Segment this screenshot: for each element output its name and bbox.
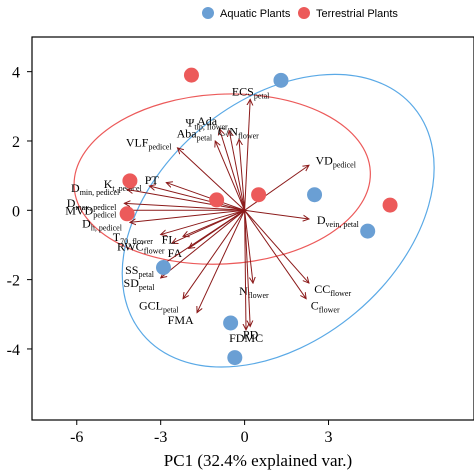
loading-arrow (229, 131, 246, 211)
vector-label: Dh, pedicel (82, 216, 123, 232)
ellipse-aquatic (121, 73, 435, 368)
vector-label: GCLpetal (139, 298, 179, 314)
vector-label: Ada (197, 114, 218, 128)
point-terrestrial (183, 67, 199, 83)
vector-label: Dmin, pedicel (71, 181, 120, 197)
loading-arrow (127, 190, 245, 211)
legend-label-aquatic: Aquatic Plants (220, 8, 291, 20)
x-tick-label: 3 (325, 429, 333, 446)
vector-label: RWCflower (117, 240, 165, 256)
vector-label: Cflower (311, 298, 340, 314)
loading-arrow (215, 141, 246, 211)
confidence-ellipses (73, 73, 435, 368)
vector-label: MVDpedicel (65, 203, 117, 219)
vector-label: FL (162, 232, 176, 246)
vector-label: VLFpedicel (126, 135, 173, 151)
vector-label: SDpetal (124, 276, 156, 292)
vector-label: FA (168, 246, 183, 260)
legend-marker-aquatic (202, 7, 214, 19)
x-axis-title: PC1 (32.4% explained var.) (164, 451, 352, 470)
y-tick-label: 4 (12, 65, 20, 82)
loading-arrow (149, 186, 245, 211)
loading-arrow (124, 203, 245, 211)
data-points (119, 67, 398, 366)
loading-arrow (197, 210, 246, 312)
x-tick-label: -3 (154, 429, 167, 446)
loading-arrow (245, 210, 246, 330)
legend-marker-terrestrial (298, 7, 310, 19)
loading-arrow (161, 209, 245, 278)
vector-label: FMA (168, 313, 194, 327)
loading-arrow (244, 210, 253, 283)
y-tick-label: -2 (7, 273, 20, 290)
point-aquatic (307, 187, 323, 203)
point-aquatic (273, 72, 289, 88)
vector-label: SSpetal (125, 263, 155, 279)
vector-label: Nflower (239, 284, 269, 300)
loading-arrow (244, 210, 307, 298)
point-terrestrial (122, 173, 138, 189)
loading-arrow (219, 129, 246, 211)
vector-label: VDpedicel (316, 154, 357, 170)
loading-arrow (161, 209, 245, 234)
plot-frame (31, 36, 474, 421)
loading-arrow (183, 210, 246, 298)
vector-label: FDMC (229, 331, 263, 345)
loading-arrow (244, 165, 309, 211)
vector-label: Ψtlp, flower (186, 116, 229, 132)
x-tick-label: -6 (70, 429, 83, 446)
vector-label: Dvein, petal (317, 213, 360, 229)
point-aquatic (223, 315, 239, 331)
y-tick-label: 0 (12, 203, 20, 220)
legend: Aquatic Plants Terrestrial Plants (202, 7, 398, 20)
vector-label: ECSpetal (232, 84, 270, 100)
loading-arrow (177, 148, 245, 211)
vector-label: Dmax, pedicel (67, 196, 117, 212)
point-aquatic (227, 350, 243, 366)
loading-arrow (161, 209, 245, 265)
vector-label: Abapetal (177, 127, 213, 143)
axis-ticks: -6 -3 0 3 4 2 0 -2 -4 (7, 65, 333, 446)
point-aquatic (155, 259, 171, 275)
loading-arrow (239, 139, 246, 211)
y-tick-label: 2 (12, 134, 20, 151)
x-tick-label: 0 (241, 429, 249, 446)
point-terrestrial (382, 197, 398, 213)
vector-label: CCflower (314, 282, 351, 298)
point-terrestrial (209, 192, 225, 208)
ellipse-terrestrial (73, 93, 371, 265)
point-terrestrial (119, 206, 135, 222)
legend-label-terrestrial: Terrestrial Plants (316, 8, 398, 20)
vector-label: PT (145, 173, 160, 187)
loading-arrow (166, 183, 245, 211)
loading-arrow (244, 99, 251, 211)
loading-arrow (183, 209, 245, 236)
point-terrestrial (251, 187, 267, 203)
loading-arrow (130, 209, 245, 222)
loading-arrow (244, 209, 309, 219)
y-tick-label: -4 (7, 342, 20, 359)
vector-label: C/Nflower (218, 124, 259, 140)
point-aquatic (360, 223, 376, 239)
vector-label: T70, flower (113, 230, 154, 246)
loading-arrow (244, 210, 251, 326)
loading-arrow (244, 209, 309, 283)
